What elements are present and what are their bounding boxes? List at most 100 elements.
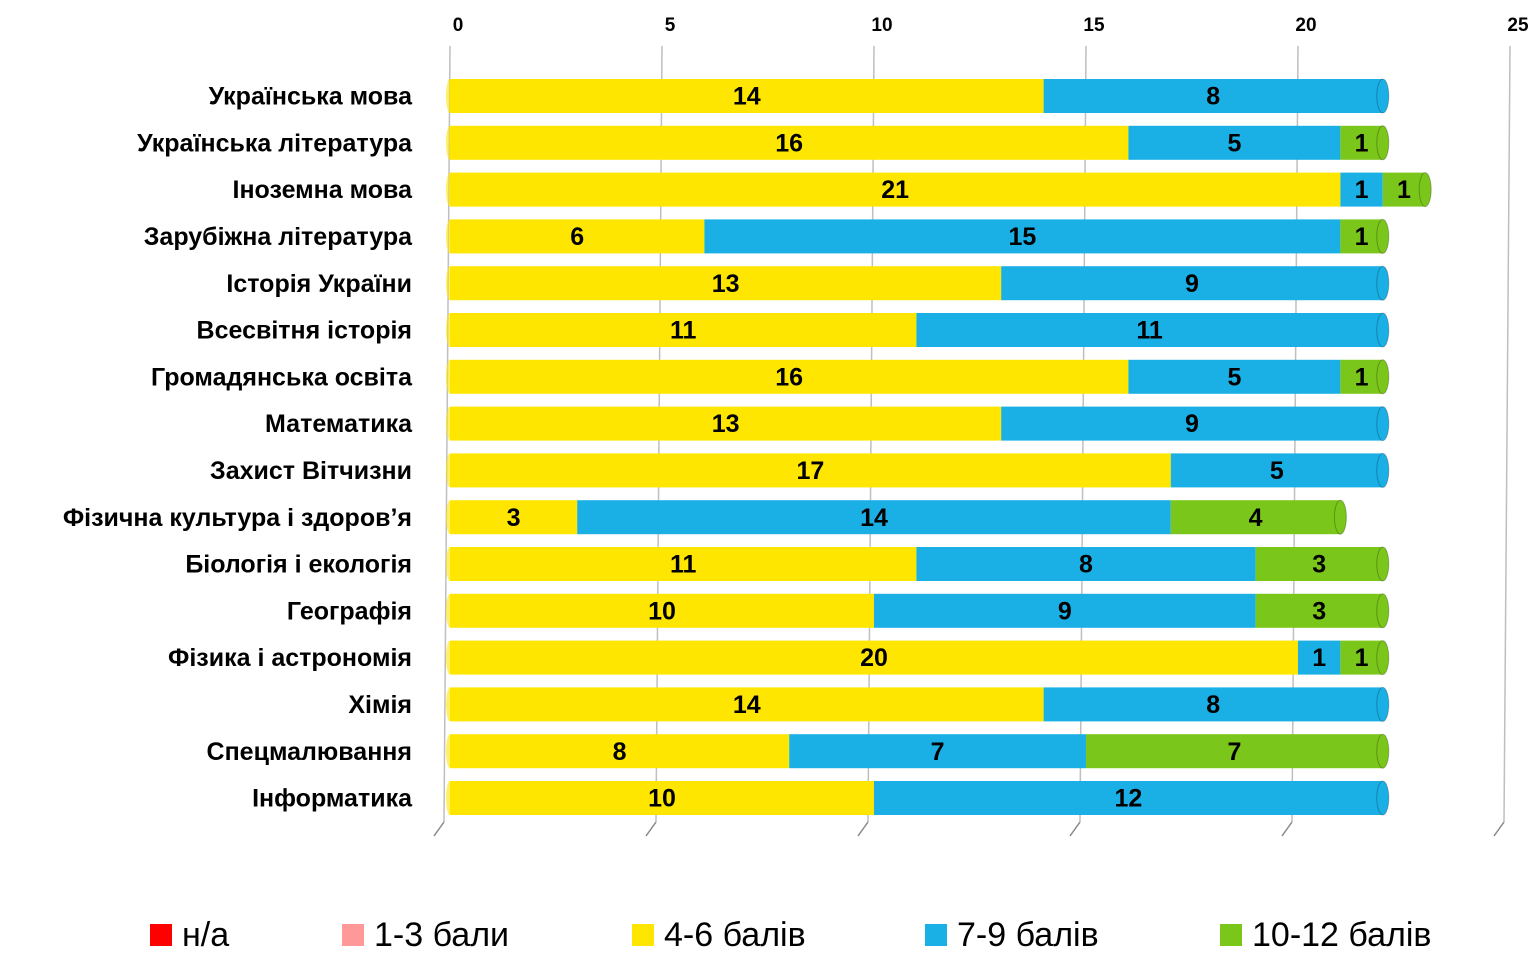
bar-segment: [1043, 79, 1383, 113]
bar-segment: [1170, 453, 1383, 488]
data-label: 13: [712, 270, 740, 298]
data-label: 8: [1206, 691, 1220, 719]
bar-segment: [450, 313, 917, 347]
bar-cap: [1376, 359, 1390, 395]
legend-label: 4-6 балів: [664, 916, 806, 953]
tick-mark: [1069, 821, 1081, 837]
legend-label: 1-3 бали: [374, 916, 509, 953]
data-label: 1: [1355, 223, 1369, 251]
data-label: 1: [1355, 644, 1369, 672]
bar-cap: [1376, 78, 1390, 114]
data-label: 20: [860, 644, 888, 672]
tick-mark: [857, 821, 869, 837]
bar-cap: [1376, 125, 1390, 161]
category-label: Географія: [287, 597, 412, 625]
bar-base: [446, 547, 454, 581]
bar-cap: [1376, 640, 1390, 676]
data-label: 11: [1136, 317, 1163, 345]
data-label: 16: [775, 129, 803, 157]
bar-base: [446, 79, 454, 113]
bar-segment: [1340, 172, 1383, 207]
bar-segment: [1086, 734, 1383, 769]
legend-label: н/а: [182, 916, 229, 953]
category-label: Українська мова: [209, 83, 414, 111]
category-label: Спецмалювання: [207, 738, 412, 766]
legend-label: 10-12 балів: [1252, 916, 1431, 953]
bar-segment: [450, 79, 1044, 113]
legend-swatch: [342, 924, 364, 946]
data-label: 11: [670, 551, 697, 579]
data-label: 5: [1227, 129, 1241, 157]
bar-base: [446, 640, 454, 675]
bar-segment: [450, 219, 705, 254]
bar-segment: [874, 781, 1383, 815]
x-tick-label: 5: [665, 15, 676, 36]
bar-segment: [577, 500, 1171, 535]
x-tick-label: 15: [1083, 15, 1105, 36]
bar-segment: [450, 453, 1171, 488]
x-tick-label: 25: [1507, 15, 1529, 36]
data-label: 14: [860, 504, 888, 532]
data-label: 1: [1355, 129, 1369, 157]
bar-segment: [1170, 500, 1341, 535]
bar-segment: [450, 500, 578, 535]
bar-base: [446, 219, 454, 254]
data-label: 14: [733, 83, 761, 111]
category-label: Математика: [265, 410, 413, 438]
bar-base: [446, 172, 454, 207]
data-label: 9: [1185, 270, 1199, 298]
data-label: 3: [507, 504, 521, 532]
category-label: Захист Вітчизни: [210, 457, 412, 485]
bar-base: [446, 781, 454, 815]
data-label: 1: [1397, 176, 1411, 204]
bar-base: [446, 313, 454, 347]
bar-segment: [1340, 219, 1383, 254]
bar-segment: [450, 687, 1044, 722]
bar-segment: [1340, 359, 1383, 394]
data-label: 1: [1312, 644, 1326, 672]
category-label: Інформатика: [252, 785, 413, 813]
legend-swatch: [632, 924, 654, 946]
bar-segment: [1001, 406, 1383, 441]
data-label: 9: [1058, 597, 1072, 625]
bar-segment: [1128, 125, 1341, 160]
data-label: 1: [1355, 363, 1369, 391]
legend-swatch: [925, 924, 947, 946]
data-label: 16: [775, 363, 803, 391]
bar-segment: [1255, 593, 1383, 628]
bar-segment: [789, 734, 1086, 769]
tick-mark: [1281, 821, 1293, 837]
data-label: 15: [1008, 223, 1036, 251]
bar-cap: [1333, 499, 1347, 535]
data-label: 12: [1114, 785, 1142, 813]
bar-segment: [1340, 640, 1383, 675]
bar-segment: [1128, 359, 1341, 394]
category-label: Хімія: [348, 691, 412, 719]
bar-cap: [1376, 686, 1390, 722]
bar-base: [446, 734, 454, 769]
bar-cap: [1376, 265, 1390, 301]
data-label: 5: [1270, 457, 1284, 485]
bar-segment: [704, 219, 1341, 254]
bar-cap: [1418, 172, 1432, 208]
bar-base: [446, 500, 454, 535]
legend-swatch: [1220, 924, 1242, 946]
category-label: Всесвітня історія: [197, 317, 412, 345]
bar-base: [446, 359, 454, 394]
bar-segment: [1001, 266, 1383, 301]
bar-base: [446, 687, 454, 722]
category-label: Історія України: [226, 270, 412, 298]
bar-segment: [450, 125, 1129, 160]
bar-segment: [450, 781, 874, 815]
bar-base: [446, 406, 454, 441]
data-label: 21: [881, 176, 909, 204]
category-label: Українська література: [137, 129, 413, 157]
bar-cap: [1376, 780, 1390, 816]
bar-segment: [1043, 687, 1383, 722]
category-label: Зарубіжна література: [144, 223, 413, 251]
tick-mark: [433, 821, 445, 837]
data-label: 3: [1312, 551, 1326, 579]
data-label: 10: [648, 785, 676, 813]
data-label: 1: [1355, 176, 1369, 204]
